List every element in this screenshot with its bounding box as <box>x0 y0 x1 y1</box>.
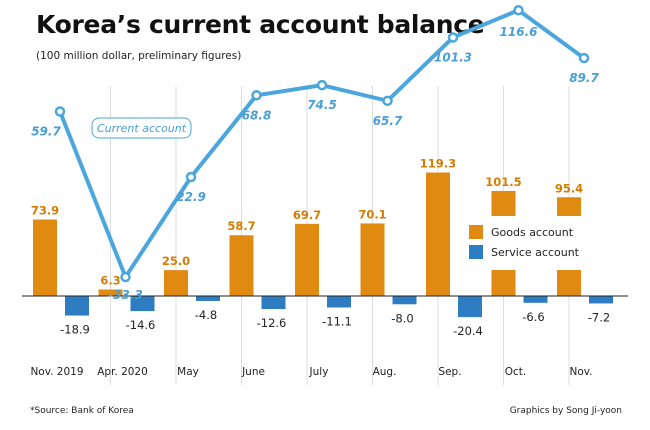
chart-subtitle: (100 million dollar, preliminary figures… <box>36 50 242 62</box>
legend-swatch-service <box>469 245 483 259</box>
x-tick-label: May <box>177 366 199 378</box>
service-bar <box>196 296 220 301</box>
current-account-value-label: 116.6 <box>500 25 538 39</box>
current-account-value-label: -33.3 <box>108 288 143 302</box>
line-label: Current account <box>97 122 187 135</box>
service-bar <box>523 296 548 303</box>
service-bar <box>327 296 351 308</box>
current-account-value-label: 101.3 <box>434 50 472 64</box>
service-bar <box>392 296 417 305</box>
current-account-value-label: 59.7 <box>31 125 61 139</box>
service-value-label: -18.9 <box>60 323 90 337</box>
current-account-value-label: 22.9 <box>176 190 206 204</box>
goods-value-label: 95.4 <box>555 181 583 195</box>
service-bar <box>130 296 155 312</box>
current-account-point <box>54 106 66 117</box>
goods-value-label: 119.3 <box>420 157 456 171</box>
current-account-point <box>447 32 459 43</box>
x-tick-label: Sep. <box>438 366 461 378</box>
current-account-point <box>185 171 197 183</box>
service-value-label: -6.6 <box>522 310 544 324</box>
current-account-value-label: 68.8 <box>242 108 272 122</box>
service-bar <box>458 296 482 318</box>
service-bar <box>589 296 613 304</box>
service-value-label: -7.2 <box>588 310 610 324</box>
current-account-point <box>316 79 328 91</box>
service-bar <box>261 296 286 310</box>
goods-bar <box>295 223 319 296</box>
x-tick-label: Apr. 2020 <box>97 366 148 378</box>
service-value-label: -14.6 <box>126 318 156 332</box>
legend-box <box>458 216 602 270</box>
current-account-value-label: 89.7 <box>569 71 599 85</box>
x-tick-label: July <box>309 366 329 378</box>
goods-value-label: 70.1 <box>358 207 386 221</box>
service-value-label: -12.6 <box>257 316 287 330</box>
x-tick-label: Nov. 2019 <box>30 366 83 378</box>
legend-swatch-goods <box>469 225 483 239</box>
current-account-point <box>382 95 393 107</box>
goods-bar <box>33 219 57 296</box>
source-note: *Source: Bank of Korea <box>30 406 134 416</box>
x-tick-label: Nov. <box>569 366 592 378</box>
current-account-value-label: 74.5 <box>307 98 337 112</box>
current-account-point <box>513 4 524 16</box>
line-label-box <box>91 117 192 139</box>
current-account-point <box>251 90 262 101</box>
goods-bar <box>360 223 385 296</box>
service-value-label: -11.1 <box>322 314 352 328</box>
goods-value-label: 6.3 <box>100 273 120 287</box>
current-account-point <box>120 271 131 283</box>
service-value-label: -20.4 <box>453 324 483 338</box>
goods-value-label: 69.7 <box>293 208 321 222</box>
service-bar <box>65 296 89 316</box>
goods-bar <box>426 172 450 296</box>
goods-bar <box>98 289 123 296</box>
x-tick-label: June <box>241 366 265 378</box>
graphics-credit: Graphics by Song Ji-yoon <box>509 406 622 416</box>
current-account-point <box>578 52 590 64</box>
current-account-value-label: 65.7 <box>373 114 403 128</box>
legend-label-service: Service account <box>491 246 580 259</box>
x-tick-label: Aug. <box>373 366 397 378</box>
goods-bar <box>164 270 188 296</box>
chart-title: Korea’s current account balance <box>36 10 485 39</box>
goods-value-label: 73.9 <box>31 204 59 218</box>
goods-value-label: 58.7 <box>227 219 255 233</box>
x-tick-label: Oct. <box>505 366 527 378</box>
goods-value-label: 25.0 <box>162 254 190 268</box>
goods-value-label: 101.5 <box>485 175 521 189</box>
legend-label-goods: Goods account <box>491 226 574 239</box>
goods-bar <box>229 235 254 296</box>
service-value-label: -8.0 <box>391 311 413 325</box>
service-value-label: -4.8 <box>195 308 217 322</box>
